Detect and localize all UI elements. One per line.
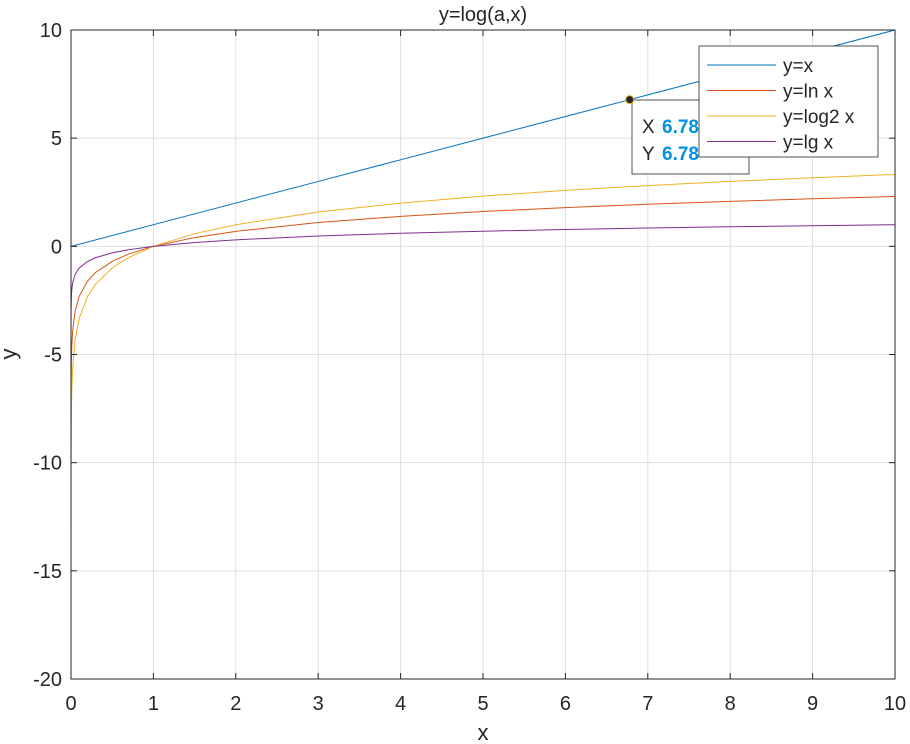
legend[interactable]: y=x y=ln x y=log2 x y=lg x: [698, 45, 879, 158]
x-tick-label: 2: [230, 693, 241, 715]
legend-label: y=ln x: [783, 82, 834, 103]
x-tick-label: 0: [65, 693, 76, 715]
legend-label: y=x: [783, 56, 814, 77]
x-axis-label: x: [478, 720, 489, 744]
x-tick-label: 4: [395, 693, 406, 715]
datatip-x-label: X: [642, 117, 655, 138]
datatip-y-value: 6.78: [662, 144, 699, 165]
x-tick-label: 3: [313, 693, 324, 715]
y-tick-label: 10: [40, 20, 62, 42]
datatip-marker[interactable]: [625, 95, 635, 105]
datatip-y-label: Y: [642, 144, 655, 165]
y-tick-label: -15: [33, 561, 62, 583]
legend-item[interactable]: y=log2 x: [707, 107, 855, 128]
datatip-x-value: 6.78: [662, 117, 699, 138]
y-tick-label: -20: [33, 669, 62, 691]
y-axis-label: y: [0, 349, 21, 360]
x-tick-label: 7: [642, 693, 653, 715]
x-tick-label: 8: [725, 693, 736, 715]
x-tick-label: 6: [560, 693, 571, 715]
series-line-4[interactable]: [71, 224, 895, 355]
x-tick-label: 5: [477, 693, 488, 715]
y-tick-label: -10: [33, 453, 62, 475]
legend-item[interactable]: y=ln x: [707, 82, 834, 103]
legend-label: y=log2 x: [783, 107, 855, 128]
x-tick-label: 1: [148, 693, 159, 715]
axis-ticks: 0 1 2 3 4 5 6 7 8 9 10 10 5 0 -5 -10 -15 -20: [33, 20, 906, 715]
chart-title: y=log(a,x): [439, 4, 527, 26]
y-tick-label: 0: [51, 236, 62, 258]
legend-label: y=lg x: [783, 133, 834, 154]
x-tick-label: 9: [807, 693, 818, 715]
series-line-2[interactable]: [71, 196, 895, 496]
legend-item[interactable]: y=lg x: [707, 133, 834, 154]
x-tick-label: 10: [884, 693, 906, 715]
legend-item[interactable]: y=x: [707, 56, 814, 77]
y-tick-label: -5: [44, 345, 62, 367]
y-tick-label: 5: [51, 128, 62, 150]
